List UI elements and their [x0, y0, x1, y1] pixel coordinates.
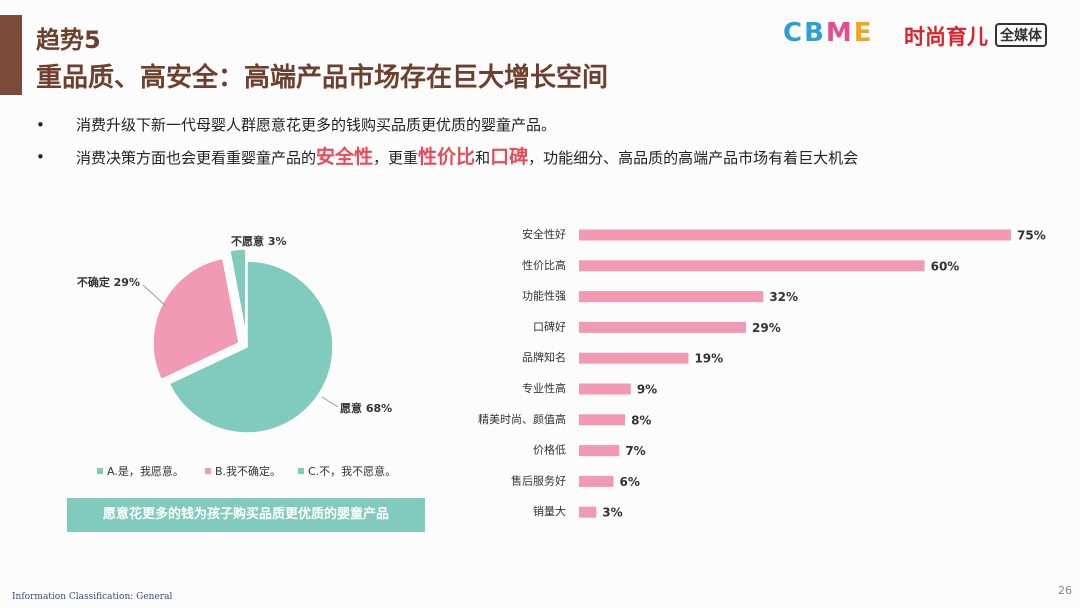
logo: 全媒体: [995, 23, 1047, 47]
accent-bar: [0, 15, 22, 95]
legend-marker: [205, 468, 211, 474]
emphasis: 性价比: [418, 146, 476, 168]
value-label: 29%: [752, 321, 781, 335]
page-number: 26: [1058, 584, 1072, 597]
category-label: 安全性好: [522, 227, 566, 241]
pie-caption: 愿意花更多的钱为孩子购买品质更优质的婴童产品: [67, 498, 425, 532]
classification: Information Classification: General: [12, 592, 173, 602]
value-label: 7%: [625, 444, 645, 458]
bullet-text: 消费决策方面也会更看重婴童产品的安全性，更重性价比和口碑，功能细分、高品质的高端…: [76, 145, 976, 170]
bar: [579, 383, 631, 395]
text: ，功能细分、高品质的高端产品市场有着巨大机会: [528, 149, 859, 167]
bar: [579, 291, 764, 303]
slide-subtitle: 重品质、高安全：高端产品市场存在巨大增长空间: [36, 63, 609, 93]
text: ，更重: [373, 149, 419, 167]
value-label: 32%: [769, 290, 798, 304]
value-label: 75%: [1017, 229, 1046, 243]
pie-label: 愿意 68%: [340, 401, 392, 415]
pie-slice: [168, 260, 334, 434]
legend-label: B.我不确定。: [215, 464, 281, 478]
legend-label: C.不，我不愿意。: [308, 464, 396, 478]
bar: [579, 414, 626, 426]
logo: CBME: [783, 18, 874, 48]
leader-line: [321, 396, 339, 408]
category-label: 口碑好: [533, 319, 566, 333]
legend-marker: [97, 468, 103, 474]
category-label: 精美时尚、颜值高: [478, 412, 566, 426]
emphasis: 安全性: [316, 146, 374, 168]
bullet-text: 消费升级下新一代母婴人群愿意花更多的钱购买品质更优质的婴童产品。: [76, 113, 976, 137]
bar: [579, 445, 620, 457]
legend-marker: [298, 468, 304, 474]
value-label: 60%: [931, 259, 960, 273]
pie-label: 不确定 29%: [77, 275, 140, 289]
logo: 时尚育儿: [904, 25, 988, 49]
bullet-dot: •: [36, 116, 45, 134]
bar: [579, 475, 614, 487]
category-label: 销量大: [533, 504, 566, 518]
text: 消费升级下新一代母婴人群愿意花更多的钱购买品质更优质的婴童产品。: [76, 116, 557, 134]
bar: [579, 352, 689, 364]
category-label: 性价比高: [522, 258, 566, 272]
text: 和: [475, 149, 491, 167]
category-label: 功能性强: [522, 289, 566, 303]
value-label: 6%: [620, 475, 640, 489]
pie-label: 不愿意 3%: [231, 234, 287, 248]
leader-line: [142, 284, 167, 307]
slide-title: 趋势5: [36, 26, 101, 54]
value-label: 3%: [602, 506, 622, 520]
emphasis: 口碑: [490, 146, 529, 168]
category-label: 价格低: [533, 443, 566, 457]
bullet-dot: •: [36, 148, 45, 166]
value-label: 19%: [694, 352, 723, 366]
value-label: 9%: [637, 383, 657, 397]
pie-slice: [228, 248, 247, 336]
category-label: 售后服务好: [511, 473, 566, 487]
bar: [579, 260, 925, 272]
text: 消费决策方面也会更看重婴童产品的: [76, 149, 317, 167]
bar: [579, 321, 747, 333]
category-label: 专业性高: [522, 381, 566, 395]
value-label: 8%: [631, 413, 651, 427]
pie-slice: [152, 257, 240, 381]
category-label: 品牌知名: [522, 350, 566, 364]
bar: [579, 506, 597, 518]
bar: [579, 229, 1011, 241]
legend-label: A.是，我愿意。: [107, 464, 184, 478]
